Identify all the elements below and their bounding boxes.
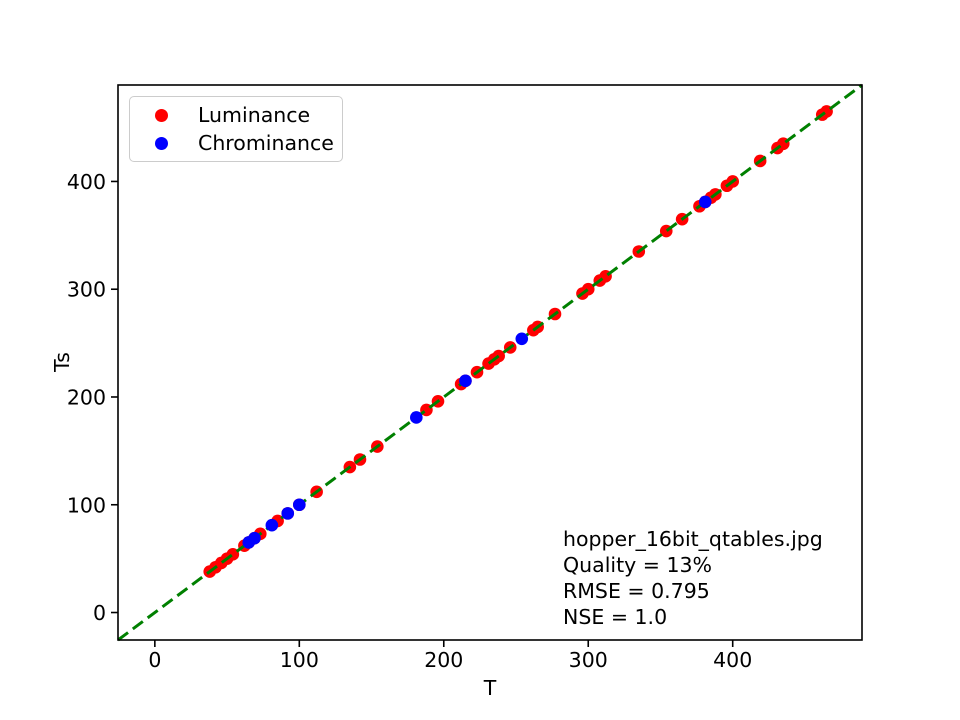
legend-label-chrominance: Chrominance bbox=[198, 131, 334, 155]
x-tick-label: 0 bbox=[148, 648, 161, 672]
scatter-point-chrominance bbox=[410, 411, 423, 424]
scatter-point-chrominance bbox=[265, 518, 279, 532]
chrominance-marker-icon bbox=[155, 136, 168, 150]
y-tick-label: 0 bbox=[93, 601, 106, 625]
identity-line bbox=[117, 83, 863, 642]
annotation-rmse: RMSE = 0.795 bbox=[563, 579, 710, 603]
axes-spines bbox=[117, 84, 863, 641]
scatter-point-chrominance bbox=[459, 374, 472, 388]
scatter-point-chrominance bbox=[698, 195, 712, 209]
y-tick-label: 100 bbox=[67, 493, 106, 517]
y-tick-label: 200 bbox=[67, 385, 106, 409]
y-tick-label: 300 bbox=[67, 278, 106, 302]
annotation-quality: Quality = 13% bbox=[563, 553, 713, 577]
x-tick-label: 100 bbox=[280, 648, 319, 672]
legend-label-luminance: Luminance bbox=[198, 103, 311, 127]
y-tick-label: 400 bbox=[67, 170, 106, 194]
annotation-filename: hopper_16bit_qtables.jpg bbox=[563, 527, 823, 551]
x-tick-label: 400 bbox=[713, 648, 752, 672]
scatter-point-chrominance bbox=[281, 507, 295, 520]
luminance-marker-icon bbox=[155, 108, 168, 122]
annotation-block: hopper_16bit_qtables.jpg Quality = 13% R… bbox=[563, 526, 823, 630]
annotation-nse: NSE = 1.0 bbox=[563, 605, 668, 629]
x-tick-label: 200 bbox=[424, 648, 463, 672]
scatter-point-chrominance bbox=[293, 498, 306, 512]
legend: Luminance Chrominance bbox=[129, 96, 343, 162]
x-axis-label: T bbox=[483, 676, 497, 700]
legend-item-chrominance: Chrominance bbox=[155, 129, 342, 157]
y-axis-label: Ts bbox=[50, 352, 74, 372]
scatter-point-chrominance bbox=[248, 531, 261, 545]
x-tick-label: 300 bbox=[569, 648, 608, 672]
scatter-point-chrominance bbox=[515, 332, 529, 346]
legend-item-luminance: Luminance bbox=[155, 101, 342, 129]
